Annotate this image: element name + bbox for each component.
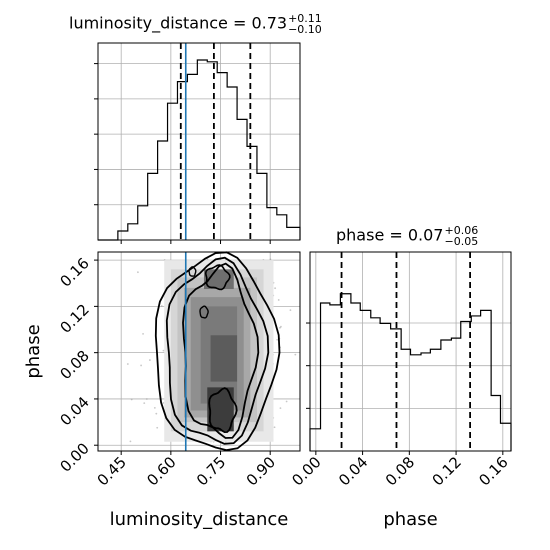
phase-hist-xtick-label: 0.16 [475, 453, 511, 489]
joint-sample-point [285, 400, 288, 403]
phase-plus-error: +0.06 [444, 224, 479, 237]
luminosity-distance-title-text: luminosity_distance = 0.73 [69, 13, 288, 33]
joint-density-panel: 0.45 0.60 0.75 0.90 0.00 0.04 0.08 0.12 0.16 lumi… [23, 251, 301, 530]
joint-sample-point [156, 426, 159, 429]
joint-ytick-label: 0.16 [56, 254, 92, 290]
joint-xtick-label: 0.45 [94, 453, 130, 489]
luminosity-distance-title: luminosity_distance = 0.73 +0.11 −0.10 [69, 13, 322, 35]
joint-sample-point [277, 299, 280, 301]
joint-xtick-label: 0.60 [143, 453, 179, 489]
joint-sample-point [129, 440, 132, 443]
joint-contour-core-high [204, 264, 231, 291]
joint-contour-middle [165, 256, 270, 445]
joint-ytick-label: 0.08 [56, 347, 92, 383]
joint-ylabel: phase [23, 324, 44, 378]
phase-hist-xtick-label: 0.12 [429, 453, 465, 489]
joint-contour-speck [199, 305, 209, 319]
joint-xtick-label: 0.75 [193, 453, 229, 489]
joint-sample-point [142, 332, 144, 335]
phase-title: phase = 0.07 +0.06 −0.05 [336, 225, 478, 247]
phase-minus-error: −0.05 [444, 235, 479, 248]
joint-sample-point [289, 309, 292, 312]
joint-sample-point [294, 353, 297, 356]
joint-sample-point [140, 364, 143, 367]
joint-sample-point [130, 398, 133, 401]
joint-contour-outer [154, 251, 281, 452]
phase-hist-step-line [309, 293, 512, 451]
luminosity-distance-histogram-panel [94, 42, 301, 244]
joint-sample-point [145, 398, 148, 400]
joint-sample-point [269, 258, 272, 261]
joint-density-block [210, 335, 238, 382]
luminosity-distance-plus-error: +0.11 [288, 12, 322, 25]
phase-hist-frame [309, 251, 512, 452]
phase-hist-xtick-label: 0.00 [288, 453, 324, 489]
joint-ytick-label: 0.04 [56, 393, 92, 429]
joint-sample-point [137, 271, 139, 274]
joint-xlabel: luminosity_distance [110, 509, 289, 530]
joint-xtick-label: 0.90 [243, 453, 279, 489]
joint-contour-speck [188, 266, 197, 277]
lumdist-hist-frame [97, 42, 301, 241]
joint-ytick-label: 0.00 [56, 439, 92, 475]
phase-hist-xtick-label: 0.08 [382, 453, 418, 489]
phase-errors: +0.06 −0.05 [444, 225, 478, 247]
phase-axis-label: phase [383, 509, 437, 530]
phase-title-text: phase = 0.07 [336, 225, 444, 245]
joint-frame [97, 251, 301, 452]
joint-ytick-label: 0.12 [56, 300, 92, 336]
joint-sample-point [160, 305, 163, 307]
joint-sample-point [279, 326, 281, 329]
luminosity-distance-minus-error: −0.10 [288, 23, 322, 36]
phase-hist-xtick-label: 0.04 [335, 453, 371, 489]
phase-histogram-panel: 0.00 0.04 0.08 0.12 0.16 phase [288, 251, 512, 530]
joint-sample-point [273, 426, 276, 429]
joint-sample-point [279, 407, 282, 410]
luminosity-distance-errors: +0.11 −0.10 [288, 13, 322, 35]
joint-sample-point [274, 287, 277, 290]
joint-contour-core-low [208, 387, 238, 434]
joint-sample-point [148, 359, 151, 361]
joint-sample-point [276, 338, 279, 341]
lumdist-hist-step-line [98, 59, 301, 241]
joint-sample-point [126, 363, 129, 365]
joint-sample-point [162, 349, 165, 352]
joint-sample-point [162, 402, 165, 404]
joint-sample-point [143, 402, 146, 405]
joint-sample-point [153, 406, 156, 409]
joint-sample-point [155, 412, 158, 415]
